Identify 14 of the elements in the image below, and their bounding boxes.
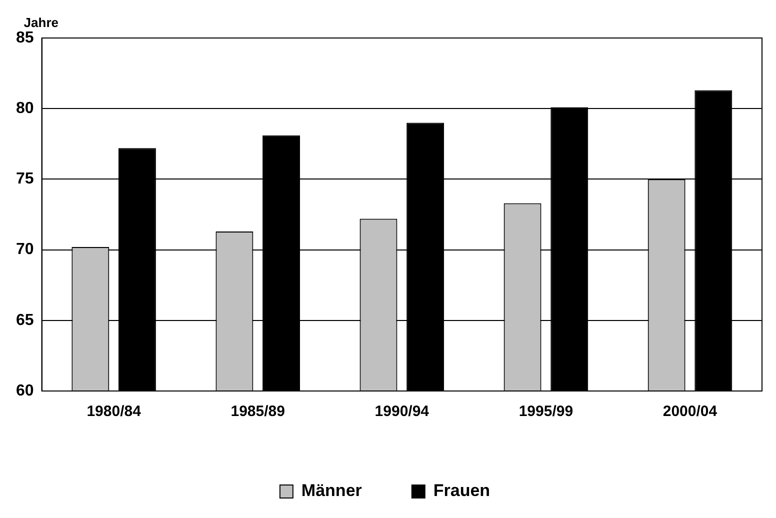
legend-label: Männer [301,481,362,500]
y-tick-label: 75 [16,170,34,188]
x-tick-label: 1985/89 [230,403,285,420]
legend-label: Frauen [433,481,490,500]
y-tick-label: 85 [16,29,34,46]
x-tick-label: 1980/84 [86,403,142,420]
y-tick-label: 70 [16,241,34,258]
y-tick-label: 65 [16,312,34,329]
y-tick-label: 60 [16,382,34,400]
x-tick-label: 2000/04 [662,403,718,420]
x-tick-label: 1995/99 [518,403,574,420]
y-tick-label: 80 [16,100,34,118]
x-tick-label: 1990/94 [374,403,430,420]
y-axis-title: Jahre [24,15,58,30]
